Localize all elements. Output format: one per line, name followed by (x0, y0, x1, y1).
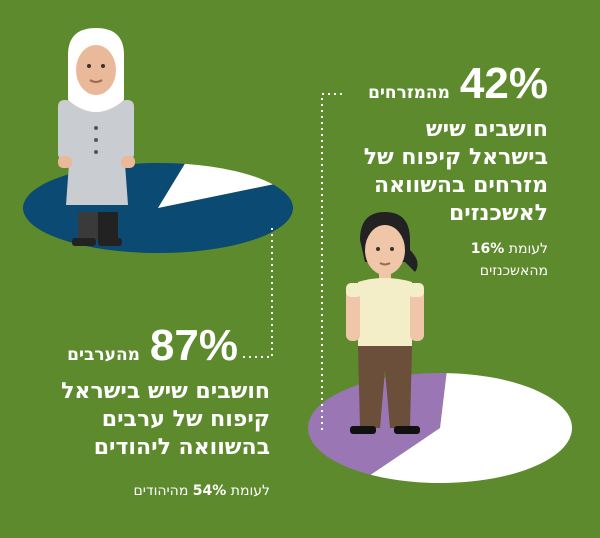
mizrahi-woman-figure-icon (346, 212, 424, 434)
mizrahim-headline: 42% מהמזרחים (368, 62, 548, 106)
arabs-cmp-group: מהיהודים (133, 483, 189, 499)
pie-slice-mizrahim-remainder (370, 373, 573, 484)
mizrahim-desc-line: בישראל קיפוח של (363, 145, 548, 170)
mizrahim-percent: 42% (459, 59, 548, 108)
arabs-desc-line: חושבים שיש בישראל (61, 379, 270, 404)
arabs-percent: 87% (149, 321, 238, 370)
arab-woman-figure-icon (58, 28, 135, 246)
mizrahim-comparison: לעומת 16% מהאשכנזים (471, 238, 548, 282)
arabs-desc-line: בהשוואה ליהודים (93, 435, 270, 460)
mizrahim-cmp-group: מהאשכנזים (479, 263, 548, 279)
mizrahim-description: חושבים שיש בישראל קיפוח של מזרחים בהשווא… (364, 116, 548, 228)
arabs-headline: 87% מהערבים (67, 324, 238, 368)
connector-arabs (240, 228, 273, 358)
mizrahim-desc-line: מזרחים בהשוואה (374, 173, 548, 198)
arabs-group: מהערבים (67, 345, 140, 365)
arabs-comparison: לעומת 54% מהיהודים (134, 480, 270, 502)
arabs-cmp-value: 54% (192, 483, 227, 499)
arabs-description: חושבים שיש בישראל קיפוח של ערבים בהשוואה… (61, 378, 270, 462)
arabs-cmp-prefix: לעומת (230, 483, 270, 499)
mizrahim-group: מהמזרחים (368, 83, 450, 103)
mizrahim-cmp-prefix: לעומת (508, 241, 548, 257)
arabs-desc-line: קיפוח של ערבים (101, 407, 270, 432)
mizrahim-desc-line: לאשכנזים (448, 201, 548, 226)
pie-arabs (23, 163, 294, 254)
connector-mizrahim (321, 93, 342, 432)
mizrahim-cmp-value: 16% (470, 241, 505, 257)
pie-mizrahim (308, 373, 573, 484)
pie-slice-arabs-remainder (158, 163, 273, 208)
mizrahim-desc-line: חושבים שיש (425, 117, 548, 142)
